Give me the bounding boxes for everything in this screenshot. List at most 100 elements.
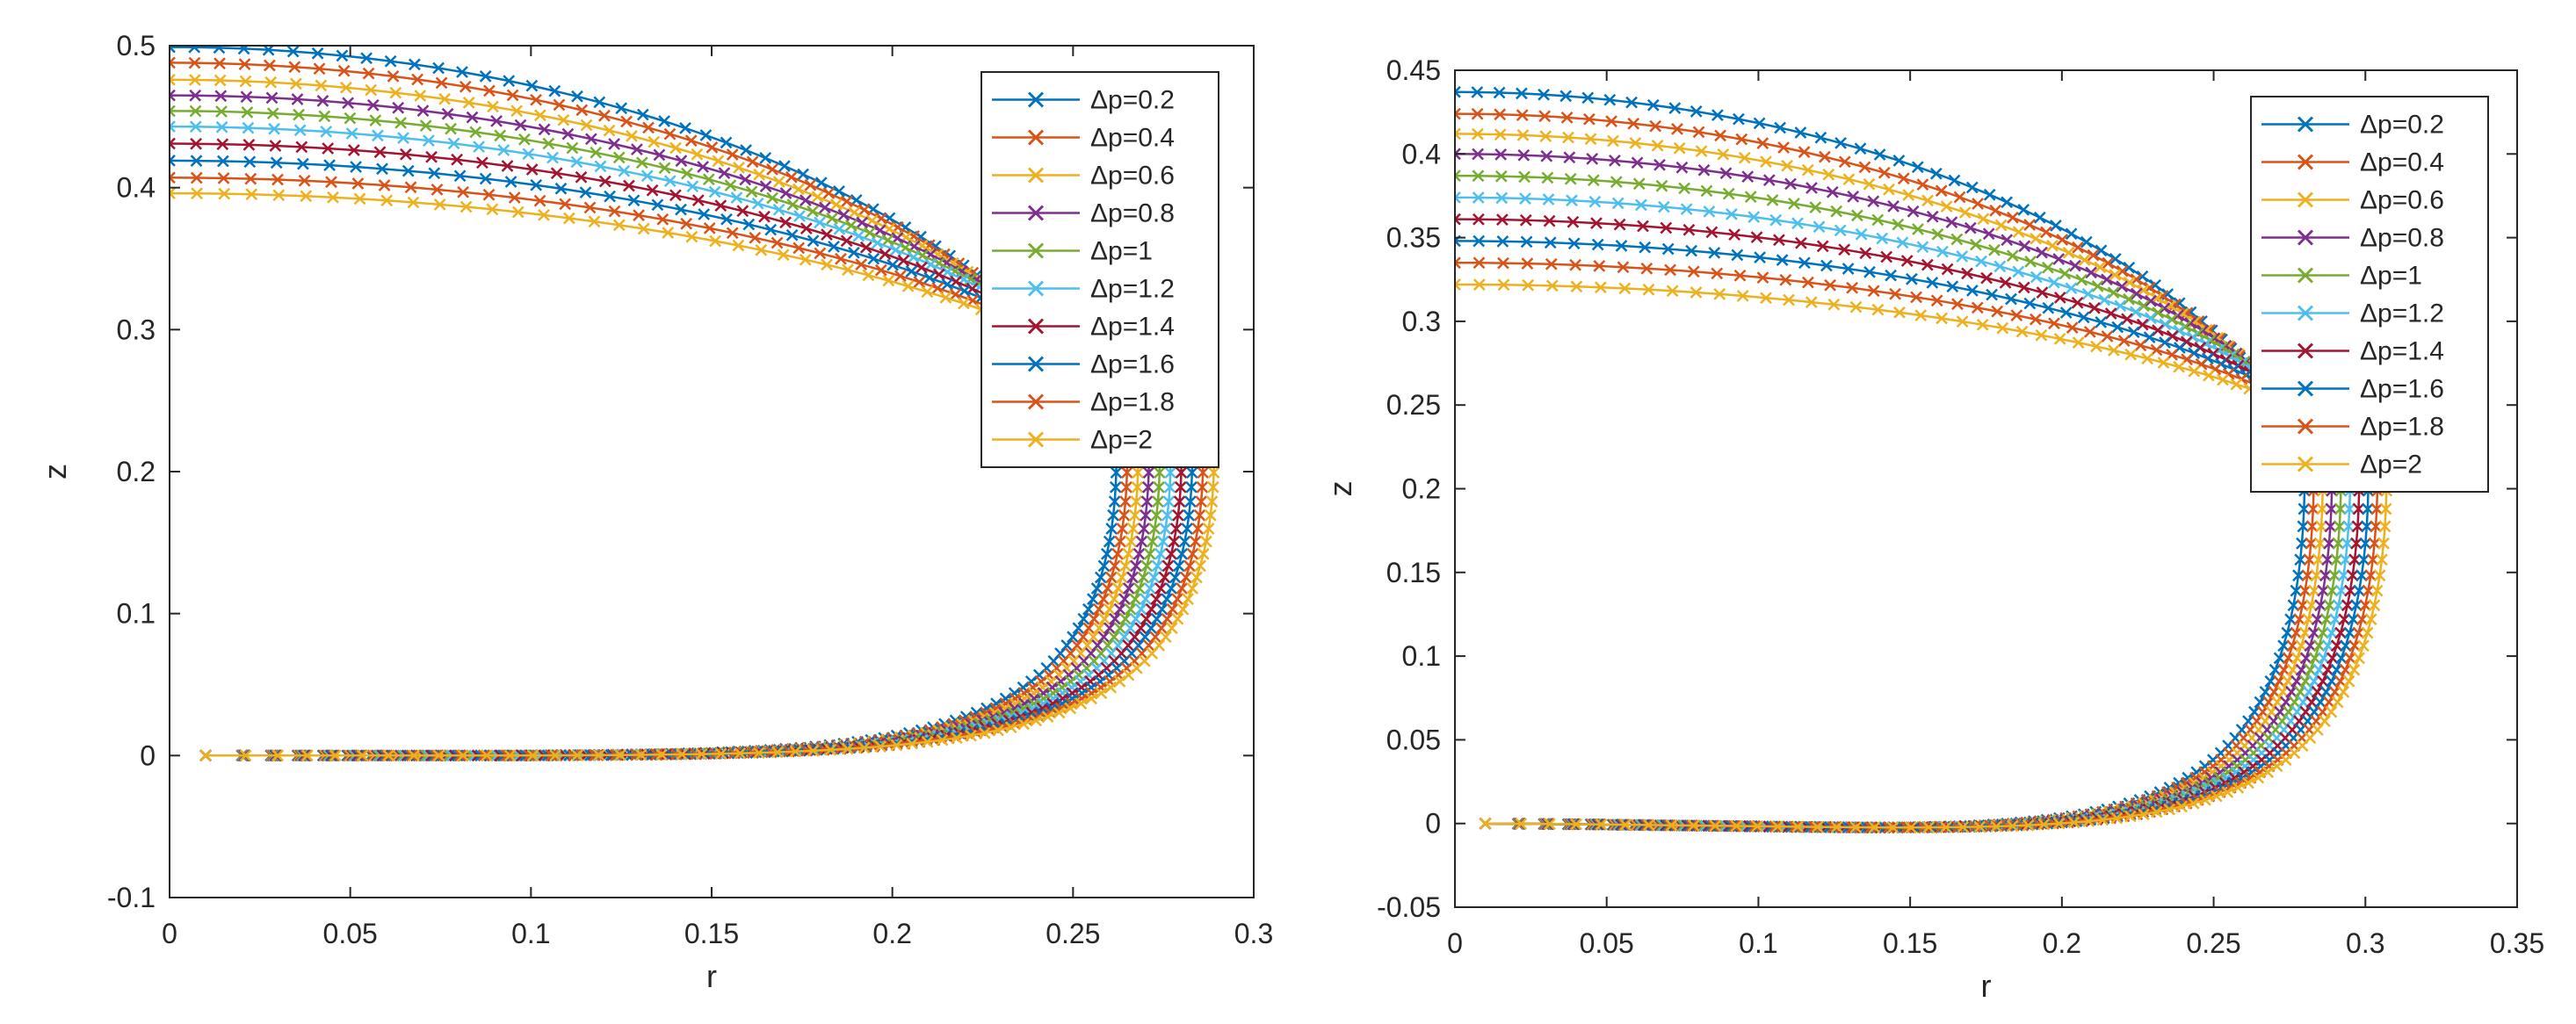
legend-label: Δp=0.8 — [1090, 199, 1175, 228]
data-point — [740, 144, 752, 156]
data-point — [1618, 282, 1632, 295]
data-point — [675, 155, 688, 167]
data-point — [2350, 537, 2363, 550]
data-point — [239, 75, 252, 88]
data-point — [402, 164, 415, 177]
data-point — [852, 229, 865, 242]
data-point — [1849, 300, 1863, 314]
data-point — [1161, 593, 1173, 605]
data-point — [598, 175, 611, 188]
data-point — [2328, 686, 2341, 698]
data-point — [2023, 297, 2037, 310]
data-point — [2307, 626, 2320, 639]
data-point — [1999, 277, 2012, 289]
data-point — [814, 177, 828, 189]
data-point — [271, 173, 284, 186]
data-point — [1970, 238, 1982, 251]
data-point — [2056, 234, 2069, 246]
data-point — [1838, 243, 1851, 256]
data-point — [1107, 508, 1119, 522]
data-point — [329, 749, 342, 762]
y-axis-label: z — [1322, 481, 1358, 497]
data-point — [1569, 258, 1581, 271]
data-point — [245, 188, 258, 201]
y-tick-label: 0.25 — [1386, 389, 1441, 421]
data-point — [1826, 185, 1839, 198]
data-point — [2334, 674, 2347, 688]
data-point — [936, 733, 949, 746]
data-point — [1538, 88, 1550, 101]
data-point — [571, 749, 583, 761]
data-point — [1185, 480, 1198, 494]
data-point — [2334, 584, 2348, 597]
data-point — [1122, 547, 1135, 560]
data-point — [1773, 234, 1785, 247]
x-tick-label: 0.3 — [1234, 918, 1273, 949]
data-point — [213, 46, 226, 54]
data-point — [1186, 547, 1199, 560]
data-point — [2158, 302, 2171, 314]
data-point — [548, 84, 561, 97]
data-point — [360, 52, 373, 65]
data-point — [2036, 286, 2049, 299]
data-point — [2308, 584, 2320, 597]
data-point — [1134, 622, 1147, 635]
data-point — [1495, 191, 1509, 205]
data-point — [2109, 253, 2122, 265]
data-point — [1542, 193, 1555, 206]
data-point — [881, 234, 894, 247]
legend-item: Δp=2 — [2261, 451, 2422, 480]
data-point — [1653, 158, 1666, 171]
data-point — [1910, 291, 1922, 304]
data-point — [1736, 290, 1749, 302]
data-point — [800, 194, 812, 206]
data-point — [1130, 495, 1143, 508]
data-point — [824, 744, 837, 756]
data-point — [2123, 276, 2136, 289]
right-chart: 0 0.05 0.1 0.15 0.2 0.25 0.3 0.35-0.0500.050.10… — [1322, 54, 2544, 1004]
data-point — [1471, 107, 1484, 120]
data-point — [214, 90, 228, 103]
data-point — [1519, 192, 1531, 205]
data-point — [2312, 663, 2326, 676]
data-point — [215, 105, 228, 118]
data-point — [1185, 466, 1198, 479]
data-point — [2339, 553, 2352, 566]
data-point — [1957, 820, 1970, 833]
data-point — [170, 120, 176, 133]
data-point — [1838, 155, 1851, 169]
data-point — [1516, 87, 1528, 100]
data-point — [1971, 301, 1984, 314]
data-point — [438, 92, 451, 105]
data-point — [2065, 282, 2078, 295]
legend-item: Δp=1.6 — [992, 350, 1175, 379]
data-point — [1494, 108, 1507, 121]
data-point — [697, 161, 709, 173]
data-point — [241, 106, 254, 119]
data-point — [1996, 321, 2009, 335]
data-point — [2342, 674, 2355, 688]
legend-marker — [1027, 91, 1045, 108]
x-tick-label: 0.05 — [1580, 927, 1634, 959]
data-point — [1496, 213, 1509, 226]
data-point — [2305, 537, 2318, 550]
x-tick-label: 0.1 — [1739, 927, 1777, 959]
data-point — [1893, 306, 1906, 319]
data-point — [829, 198, 843, 211]
data-point — [655, 748, 668, 761]
data-point — [1975, 255, 1987, 268]
data-point — [1911, 161, 1924, 174]
data-point — [2141, 352, 2153, 365]
data-point — [2370, 584, 2384, 597]
data-point — [2294, 686, 2306, 698]
data-point — [1900, 255, 1914, 267]
data-point — [2078, 254, 2091, 266]
data-point — [2321, 639, 2334, 653]
legend-label: Δp=0.6 — [1090, 162, 1175, 191]
legend-item: Δp=0.6 — [992, 162, 1175, 191]
data-point — [656, 213, 669, 226]
data-point — [1053, 706, 1066, 719]
data-point — [518, 133, 531, 146]
data-point — [533, 194, 546, 207]
data-point — [724, 179, 737, 191]
